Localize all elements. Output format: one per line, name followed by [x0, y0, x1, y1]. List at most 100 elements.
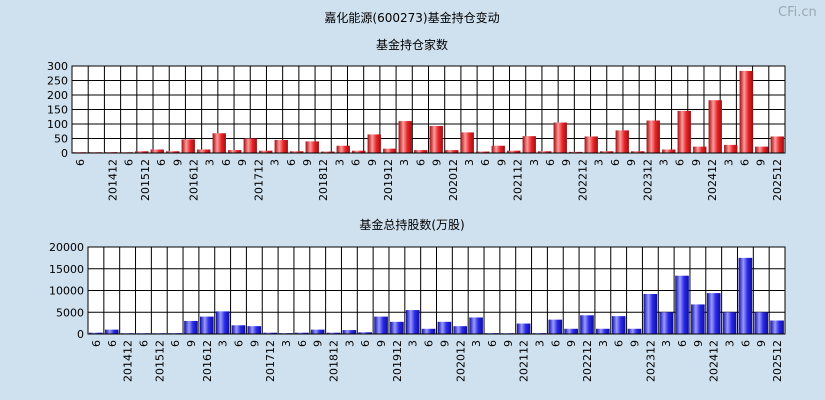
x-tick-label: 3 — [660, 340, 673, 347]
x-tick-label: 6 — [739, 340, 752, 347]
bar — [522, 136, 536, 153]
x-tick-label: 3 — [724, 340, 737, 347]
x-tick-label: 6 — [676, 340, 689, 347]
y-tick-label: 5000 — [56, 306, 84, 319]
bar — [643, 293, 658, 334]
x-tick-label: 6 — [549, 340, 562, 347]
x-tick-label: 6 — [544, 159, 557, 166]
bar — [405, 310, 420, 334]
bar — [706, 293, 721, 334]
x-tick-label: 6 — [155, 159, 168, 166]
x-tick-label: 201712 — [264, 340, 277, 382]
x-tick-label: 201412 — [122, 340, 135, 382]
x-tick-label: 9 — [301, 159, 314, 166]
bar — [321, 151, 335, 153]
x-tick-label: 9 — [248, 340, 261, 347]
bar — [548, 319, 563, 334]
bar — [310, 329, 325, 334]
y-tick-label: 300 — [47, 60, 68, 73]
bar — [274, 139, 288, 153]
bar — [228, 150, 242, 153]
bar — [569, 151, 583, 153]
x-tick-label: 6 — [479, 159, 492, 166]
bar — [150, 149, 164, 153]
bar — [367, 134, 381, 153]
x-tick-label: 201912 — [391, 340, 404, 382]
x-tick-label: 6 — [674, 159, 687, 166]
bar — [693, 146, 707, 153]
x-tick-label: 9 — [565, 340, 578, 347]
bar — [460, 132, 474, 153]
bar — [212, 133, 226, 153]
x-tick-label: 9 — [431, 159, 444, 166]
bar — [469, 317, 483, 334]
bar — [580, 315, 594, 334]
x-tick-label: 6 — [414, 159, 427, 166]
bar — [722, 312, 737, 334]
x-tick-label: 6 — [423, 340, 436, 347]
x-tick-label: 3 — [269, 159, 282, 166]
bar — [677, 110, 691, 153]
x-tick-label: 9 — [171, 159, 184, 166]
x-tick-label: 9 — [625, 159, 638, 166]
bar — [263, 332, 277, 334]
bar — [390, 321, 404, 334]
bar — [437, 321, 452, 334]
bar — [631, 151, 645, 153]
bar — [166, 151, 180, 153]
bar — [584, 136, 598, 153]
plot-border — [87, 246, 786, 335]
bar — [646, 120, 660, 153]
x-tick-label: 3 — [470, 340, 483, 347]
bar — [507, 150, 521, 153]
bar — [724, 144, 738, 153]
x-tick-label: 3 — [398, 159, 411, 166]
bar — [326, 332, 341, 334]
x-tick-label: 6 — [609, 159, 622, 166]
x-tick-label: 9 — [236, 159, 249, 166]
x-tick-label: 3 — [343, 340, 356, 347]
x-tick-label: 9 — [375, 340, 388, 347]
x-tick-label: 9 — [502, 340, 515, 347]
bar — [675, 275, 689, 334]
x-tick-label: 3 — [657, 159, 670, 166]
x-tick-label: 3 — [217, 340, 230, 347]
y-tick-label: 20000 — [49, 241, 84, 254]
x-tick-label: 201412 — [107, 159, 120, 201]
x-tick-label: 9 — [438, 340, 451, 347]
x-tick-label: 6 — [137, 340, 150, 347]
x-tick-label: 6 — [74, 159, 87, 166]
bar — [691, 304, 705, 334]
bar — [398, 121, 412, 153]
x-tick-label: 201912 — [382, 159, 395, 201]
bar — [754, 312, 769, 334]
bar — [336, 145, 350, 153]
bar — [445, 150, 459, 153]
x-tick-label: 201712 — [252, 159, 265, 201]
x-tick-label: 6 — [169, 340, 182, 347]
x-tick-label: 3 — [407, 340, 420, 347]
bar — [596, 328, 610, 334]
bar — [374, 316, 388, 334]
bar — [342, 330, 357, 334]
chart-1-title: 基金持仓家数 — [376, 37, 448, 52]
x-tick-label: 202212 — [581, 340, 594, 382]
bar — [135, 151, 149, 153]
x-tick-label: 6 — [220, 159, 233, 166]
x-tick-label: 201612 — [201, 340, 214, 382]
bar — [600, 151, 614, 153]
x-tick-label: 6 — [285, 159, 298, 166]
x-tick-label: 6 — [613, 340, 626, 347]
x-tick-label: 202512 — [771, 340, 784, 382]
bar — [553, 122, 567, 153]
x-tick-label: 6 — [123, 159, 136, 166]
bar — [662, 149, 676, 153]
bar — [247, 326, 262, 334]
x-tick-label: 3 — [280, 340, 293, 347]
x-tick-label: 3 — [333, 159, 346, 166]
x-tick-label: 3 — [204, 159, 217, 166]
y-tick-label: 150 — [47, 104, 68, 117]
bar — [259, 150, 273, 153]
bar — [755, 146, 769, 153]
